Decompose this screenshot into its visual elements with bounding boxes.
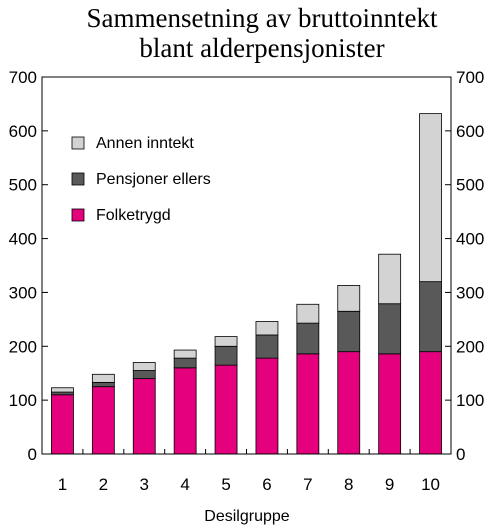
bar-segment — [378, 253, 402, 305]
y-tick-label-right: 100 — [456, 391, 484, 410]
y-tick-label-left: 200 — [9, 337, 37, 356]
bar-segment — [296, 353, 320, 455]
bar-segment — [91, 386, 115, 455]
bar-segment — [214, 345, 238, 366]
y-axis-left: 0 100 200 300 400 500 600 700 — [9, 68, 48, 464]
y-tick-label-right: 200 — [456, 337, 484, 356]
bar-segment — [255, 334, 279, 359]
bar-segment — [214, 336, 238, 347]
legend-swatch — [71, 172, 85, 186]
bar-segment — [296, 303, 320, 324]
bar-segment — [214, 364, 238, 455]
plot-frame — [41, 76, 452, 455]
legend: Annen inntekt Pensjoner ellers Folketrygd — [71, 135, 211, 224]
legend-label: Annen inntekt — [96, 135, 194, 152]
bar-segment — [419, 351, 442, 455]
y-tick-label-right: 600 — [456, 122, 484, 141]
chart-title-line-1: Sammensetning av bruttoinntekt — [87, 3, 438, 33]
bar-segment — [419, 281, 442, 353]
x-tick-label: 8 — [344, 475, 353, 494]
x-axis-title: Desilgruppe — [204, 508, 289, 525]
x-tick-label: 4 — [180, 475, 189, 494]
legend-label: Folketrygd — [96, 207, 171, 224]
bar-segment — [51, 394, 74, 455]
bar-segment — [132, 378, 156, 455]
bar-segment — [51, 387, 74, 393]
y-axis-right: 0 100 200 300 400 500 600 700 — [445, 68, 484, 464]
bar-segment — [51, 391, 74, 396]
y-tick-label-left: 300 — [9, 283, 37, 302]
bar-segment — [337, 310, 361, 353]
x-tick-label: 5 — [221, 475, 230, 494]
y-tick-label-right: 500 — [456, 176, 484, 195]
bar-segment — [337, 285, 361, 312]
x-axis: 1 2 3 4 5 6 7 8 9 10 — [41, 449, 452, 494]
bar-segment — [132, 370, 156, 379]
bar-segment — [173, 349, 197, 359]
bar-segment — [255, 357, 279, 455]
bar-segment — [296, 322, 320, 355]
y-tick-label-left: 500 — [9, 176, 37, 195]
legend-swatch — [71, 136, 85, 150]
x-tick-label: 7 — [303, 475, 312, 494]
bar-segment — [91, 381, 115, 388]
bar-segment — [419, 113, 442, 283]
bar-segment — [255, 321, 279, 336]
y-tick-label-left: 600 — [9, 122, 37, 141]
y-tick-label-right: 700 — [456, 68, 484, 87]
y-tick-label-left: 100 — [9, 391, 37, 410]
y-tick-label-left: 400 — [9, 230, 37, 249]
x-tick-label: 10 — [421, 475, 440, 494]
bar-segment — [132, 362, 156, 371]
x-tick-label: 3 — [140, 475, 149, 494]
y-tick-label-left: 700 — [9, 68, 37, 87]
bar-segment — [173, 357, 197, 369]
bar-segment — [378, 303, 402, 355]
bar-segment — [173, 367, 197, 455]
x-tick-label: 2 — [99, 475, 108, 494]
x-tick-label: 9 — [385, 475, 394, 494]
bar-segment — [337, 351, 361, 455]
y-tick-label-right: 0 — [456, 445, 465, 464]
y-tick-label-right: 400 — [456, 230, 484, 249]
bars — [51, 113, 442, 455]
bar-segment — [378, 353, 402, 455]
y-tick-label-right: 300 — [456, 283, 484, 302]
chart-title-line-2: blant alderpensjonister — [139, 33, 384, 63]
legend-swatch — [71, 208, 85, 222]
y-tick-label-left: 0 — [28, 445, 37, 464]
legend-label: Pensjoner ellers — [96, 171, 211, 188]
x-tick-label: 1 — [58, 475, 67, 494]
bar-segment — [91, 373, 115, 383]
x-tick-label: 6 — [262, 475, 271, 494]
